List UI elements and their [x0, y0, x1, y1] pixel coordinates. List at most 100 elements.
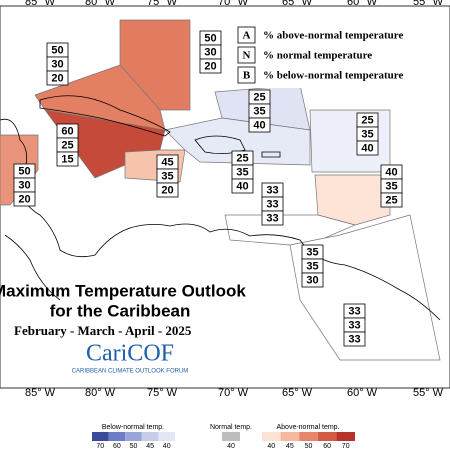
region-value: 45 — [161, 156, 173, 168]
region-value: 33 — [266, 184, 278, 196]
colorbar-tick: 60 — [113, 443, 121, 450]
lon-label-top: 60° W — [347, 0, 378, 8]
logo-subtitle: CARIBBEAN CLIMATE OUTLOOK FORUM — [72, 369, 189, 375]
coast-hispaniola — [194, 135, 246, 154]
region-value: 35 — [161, 170, 173, 182]
colorbar-cell — [299, 432, 318, 441]
colorbar-cell — [262, 432, 281, 441]
region-value: 30 — [204, 46, 216, 58]
coast-puerto-rico — [261, 151, 281, 158]
region-value: 60 — [61, 125, 73, 137]
region-value: 25 — [253, 91, 265, 103]
value-box — [13, 191, 36, 207]
region-leewards — [314, 174, 391, 226]
lon-label-bottom: 75° W — [147, 387, 178, 399]
coast-cuba — [39, 95, 171, 137]
colorbar-tick: 50 — [130, 443, 138, 450]
legend-key: N — [243, 50, 251, 62]
value-box — [380, 192, 403, 208]
value-box — [46, 70, 69, 86]
colorbar-cell — [141, 432, 159, 441]
region-value: 20 — [51, 72, 63, 84]
region-value: 30 — [306, 274, 318, 286]
region-value: 33 — [266, 212, 278, 224]
region-south — [289, 214, 441, 361]
region-value: 40 — [385, 166, 397, 178]
legend-text: % normal temperature — [263, 50, 372, 62]
value-box — [356, 140, 379, 156]
lon-label-top: 65° W — [282, 0, 313, 8]
region-value: 25 — [361, 114, 373, 126]
lon-label-top: 80° W — [85, 0, 116, 8]
region-value: 33 — [348, 319, 360, 331]
lon-label-top: 70° W — [218, 0, 249, 8]
legend-key: B — [243, 70, 251, 82]
region-value: 35 — [236, 166, 248, 178]
legend: A % above-normal temperature N % normal tem… — [232, 24, 416, 88]
lon-label-bottom: 70° W — [218, 387, 249, 399]
colorbar-cell — [222, 432, 240, 441]
lon-label-bottom: 85° W — [25, 387, 56, 399]
value-box — [199, 58, 222, 74]
colorbar-cell — [317, 432, 337, 441]
lon-label-top: 55° W — [413, 0, 444, 8]
logo: CariCOF — [86, 341, 174, 367]
region-value: 35 — [361, 128, 373, 140]
logo-bg — [75, 339, 183, 377]
colorbar-cell — [108, 432, 126, 441]
region-value: 30 — [18, 179, 30, 191]
region-value: 25 — [61, 139, 73, 151]
region-bahamas — [119, 19, 191, 111]
lon-label-bottom: 60° W — [347, 387, 378, 399]
value-box — [56, 151, 79, 167]
region-value: 33 — [266, 198, 278, 210]
value-box — [261, 210, 284, 226]
region-value: 35 — [385, 180, 397, 192]
colorbar-cell — [125, 432, 142, 441]
legend-key-box — [237, 46, 256, 64]
colorbar-label: Normal temp. — [210, 424, 252, 431]
value-box — [248, 117, 271, 133]
legend-key-box — [237, 66, 256, 84]
region-value: 40 — [361, 142, 373, 154]
region-value: 35 — [306, 260, 318, 272]
colorbar-tick: 45 — [146, 443, 154, 450]
region-value: 35 — [253, 105, 265, 117]
legend-text: % above-normal temperature — [263, 30, 403, 42]
region-value: 25 — [236, 152, 248, 164]
colorbar-cell — [158, 432, 175, 441]
colorbar-tick: 40 — [163, 443, 171, 450]
region-value: 40 — [253, 119, 265, 131]
region-value: 30 — [51, 58, 63, 70]
value-box — [343, 331, 366, 347]
legend-bg — [232, 24, 416, 88]
value-box — [156, 182, 179, 198]
region-value: 50 — [18, 165, 30, 177]
lon-label-top: 85° W — [25, 0, 56, 8]
period: February - March - April - 2025 — [14, 323, 192, 338]
colorbar-cell — [336, 432, 355, 441]
value-box — [231, 178, 254, 194]
legend-key: A — [243, 30, 251, 42]
legend-key-box — [237, 26, 256, 44]
region-value: 33 — [348, 305, 360, 317]
region-hispaniola — [164, 117, 311, 166]
region-value: 20 — [161, 184, 173, 196]
lon-label-bottom: 55° W — [413, 387, 444, 399]
colorbar-tick: 40 — [227, 443, 235, 450]
region-value: 35 — [306, 246, 318, 258]
colorbar-cell — [280, 432, 300, 441]
colorbar-label: Above-normal temp. — [276, 424, 339, 431]
region-value: 33 — [348, 333, 360, 345]
colorbar-label: Below-normal temp. — [102, 424, 164, 431]
region-value: 20 — [204, 60, 216, 72]
region-value: 50 — [51, 44, 63, 56]
colorbar-tick: 60 — [323, 443, 331, 450]
colorbar-tick: 70 — [342, 443, 350, 450]
region-value: 25 — [385, 194, 397, 206]
value-box — [301, 272, 324, 288]
lon-label-bottom: 65° W — [282, 387, 313, 399]
colorbar-cell — [92, 432, 109, 441]
lon-label-top: 75° W — [147, 0, 178, 8]
